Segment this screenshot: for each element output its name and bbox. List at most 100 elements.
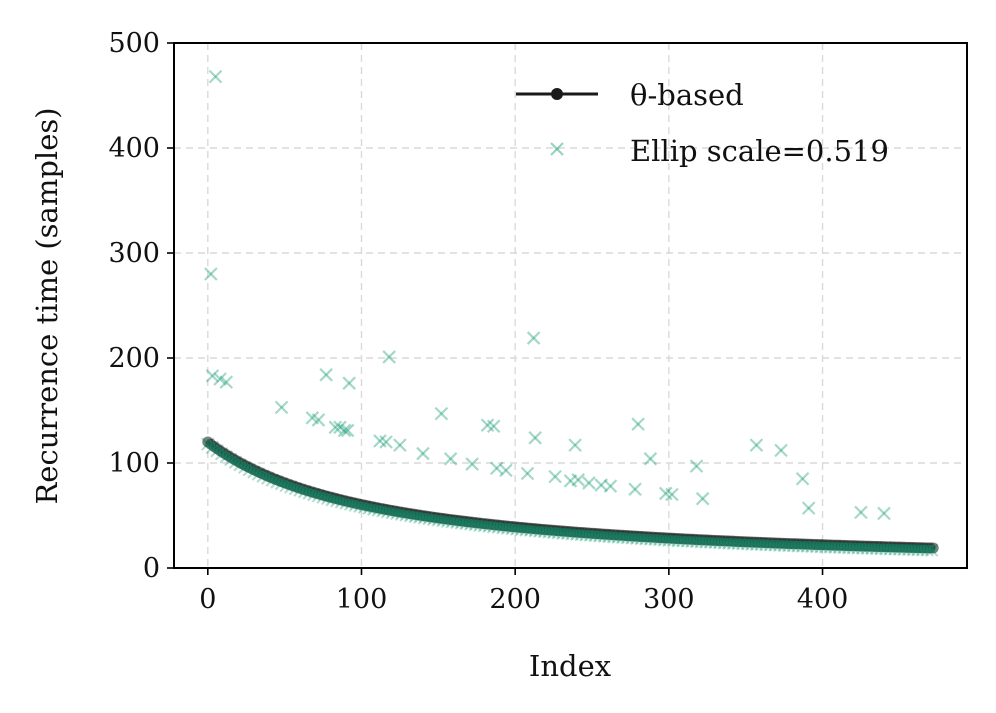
ellip-point bbox=[688, 535, 698, 545]
ellip-point bbox=[569, 528, 579, 538]
ellip-point bbox=[548, 469, 562, 484]
ellip-point bbox=[910, 544, 920, 554]
ellip-point bbox=[599, 530, 609, 540]
ellip-point bbox=[695, 536, 705, 546]
ellip-point bbox=[659, 486, 673, 501]
ellip-point bbox=[670, 534, 680, 544]
ellip-point bbox=[467, 518, 477, 528]
ellip-point bbox=[406, 510, 416, 520]
x-tick-label: 400 bbox=[797, 584, 849, 615]
ellip-point bbox=[528, 431, 542, 445]
ellip-point bbox=[571, 473, 585, 487]
ellip-point bbox=[602, 530, 612, 540]
ellip-point bbox=[630, 532, 640, 542]
ellip-point bbox=[710, 536, 720, 546]
ellip-point bbox=[618, 531, 628, 541]
ellip-point bbox=[473, 519, 483, 529]
ellip-point bbox=[277, 478, 287, 488]
ellip-point bbox=[495, 521, 505, 531]
y-tick-label: 300 bbox=[108, 238, 160, 269]
ellip-point bbox=[305, 411, 320, 425]
ellip-point bbox=[465, 457, 479, 471]
ellip-point bbox=[556, 527, 566, 537]
ellip-point bbox=[728, 537, 738, 547]
ellip-point bbox=[824, 541, 834, 551]
ellip-point bbox=[904, 543, 914, 553]
ellip-point bbox=[274, 400, 289, 415]
ellip-point bbox=[836, 541, 846, 551]
ellip-point bbox=[492, 521, 502, 531]
ellip-point bbox=[775, 539, 785, 549]
ellip-point bbox=[636, 532, 646, 542]
ellip-point bbox=[461, 517, 471, 527]
ellip-point bbox=[572, 528, 582, 538]
ellip-point bbox=[458, 517, 468, 527]
ellip-point bbox=[879, 543, 889, 553]
ellip-point bbox=[476, 519, 486, 529]
legend-ellip-label: Ellip scale=0.519 bbox=[630, 134, 889, 168]
ellip-point bbox=[821, 541, 831, 551]
x-tick-label: 300 bbox=[643, 584, 695, 615]
ellip-point bbox=[605, 531, 615, 541]
ellip-point bbox=[603, 479, 618, 493]
ellip-point bbox=[615, 531, 625, 541]
ellip-point bbox=[652, 533, 662, 543]
y-axis-label: Recurrence time (samples) bbox=[30, 107, 64, 504]
ellip-point bbox=[744, 538, 754, 548]
ellip-point bbox=[323, 492, 333, 502]
ellip-point bbox=[553, 527, 563, 537]
ellip-point bbox=[901, 543, 911, 553]
legend-ellip-marker bbox=[550, 142, 564, 156]
ellip-point bbox=[861, 542, 871, 552]
ellip-point bbox=[833, 541, 843, 551]
ellip-point bbox=[382, 350, 396, 364]
ellip-point bbox=[928, 544, 938, 554]
ellip-point bbox=[313, 490, 323, 500]
ellip-point bbox=[443, 515, 453, 525]
ellip-point bbox=[811, 541, 821, 551]
ellip-point bbox=[612, 531, 622, 541]
ellip-point bbox=[750, 538, 760, 548]
ellip-point bbox=[363, 502, 373, 512]
ellip-point bbox=[689, 459, 704, 473]
ellip-point bbox=[701, 536, 711, 546]
ellip-point bbox=[713, 537, 723, 547]
ellip-point bbox=[328, 420, 343, 435]
ellip-point bbox=[261, 471, 271, 481]
ellip-point bbox=[347, 498, 357, 508]
ellip-point bbox=[814, 541, 824, 551]
ellip-point bbox=[854, 542, 864, 552]
ellip-point bbox=[384, 506, 394, 516]
ellip-point bbox=[403, 509, 413, 519]
ellip-point bbox=[655, 534, 665, 544]
ellip-point bbox=[784, 539, 794, 549]
ellip-point bbox=[446, 516, 456, 526]
ellip-point bbox=[522, 524, 532, 534]
ellip-point bbox=[550, 526, 560, 536]
ellip-point bbox=[501, 522, 511, 532]
ellip-point bbox=[274, 476, 284, 486]
ellip-point bbox=[483, 520, 493, 530]
ellip-point bbox=[415, 511, 425, 521]
ellip-point bbox=[337, 423, 352, 438]
ellip-point bbox=[443, 452, 458, 466]
ellip-point bbox=[452, 516, 462, 526]
ellip-point bbox=[519, 524, 529, 534]
ellip-point bbox=[830, 541, 840, 551]
ellip-point bbox=[609, 531, 619, 541]
ellip-point bbox=[639, 533, 649, 543]
ellip-point bbox=[725, 537, 735, 547]
ellip-point bbox=[762, 539, 772, 549]
ellip-point bbox=[387, 507, 397, 517]
ellip-point bbox=[292, 483, 302, 493]
ellip-point bbox=[416, 446, 430, 461]
ellip-point bbox=[304, 487, 314, 497]
ellip-point bbox=[480, 418, 495, 432]
ellip-point bbox=[516, 523, 526, 533]
ellip-point bbox=[409, 510, 419, 520]
ellip-point bbox=[298, 485, 308, 495]
ellip-point bbox=[594, 478, 609, 492]
ellip-point bbox=[280, 479, 290, 489]
ellip-point bbox=[793, 540, 803, 550]
ellip-point bbox=[787, 540, 797, 550]
